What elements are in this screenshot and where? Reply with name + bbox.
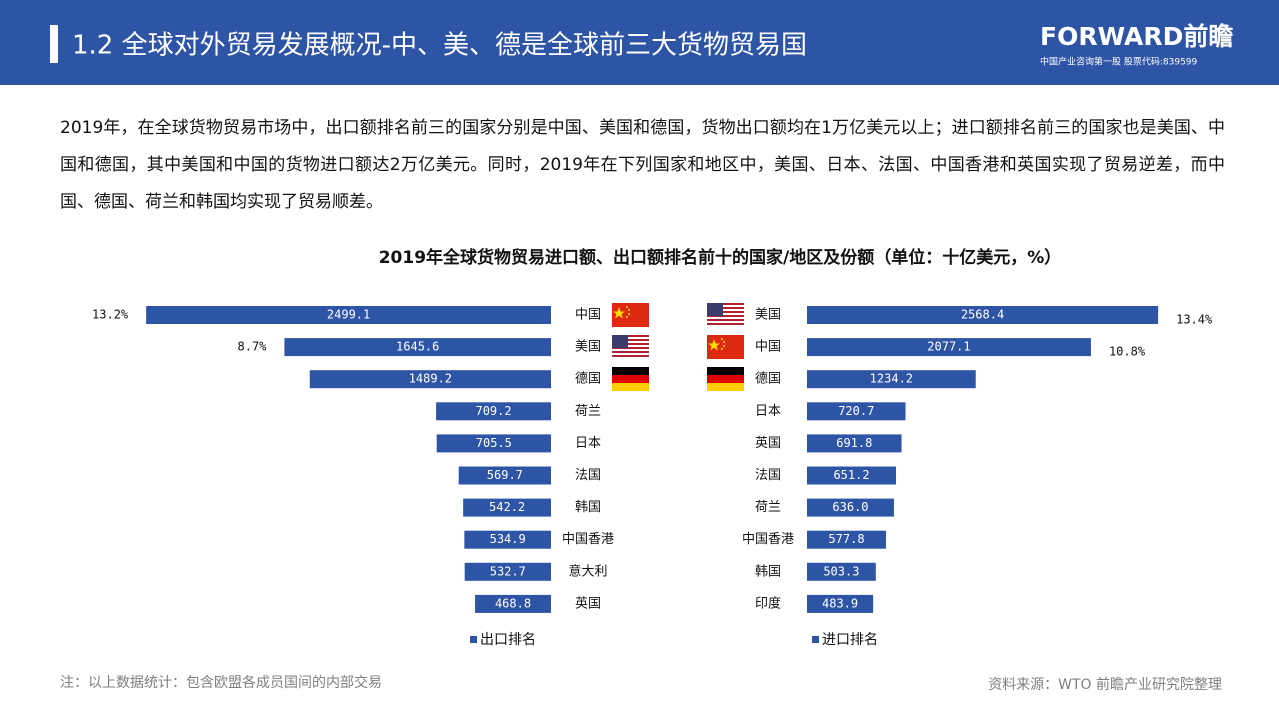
category-label: 美国 <box>575 340 601 355</box>
value-label: 503.3 <box>823 564 859 578</box>
intro-paragraph: 2019年，在全球货物贸易市场中，出口额排名前三的国家分别是中国、美国和德国，货… <box>60 118 1225 212</box>
value-label: 1645.6 <box>396 340 439 354</box>
bar <box>807 306 1159 324</box>
flag <box>612 367 649 391</box>
chart-title: 2019年全球货物贸易进口额、出口额排名前十的国家/地区及份额（单位：十亿美元，… <box>379 247 1062 268</box>
share-label: 8.7% <box>238 340 268 354</box>
category-label: 中国 <box>755 340 781 355</box>
value-label: 483.9 <box>822 596 858 610</box>
bar <box>807 530 886 549</box>
value-label: 532.7 <box>490 564 526 578</box>
flag <box>707 367 744 391</box>
category-label: 英国 <box>575 596 601 611</box>
bar <box>807 338 1091 357</box>
value-label: 534.9 <box>490 532 526 546</box>
value-label: 468.8 <box>495 596 531 610</box>
bar <box>146 306 551 324</box>
category-label: 中国 <box>575 308 601 323</box>
note: 注：以上数据统计：包含欧盟各成员国间的内部交易 <box>60 674 382 691</box>
value-label: 569.7 <box>487 468 523 482</box>
category-label: 意大利 <box>568 563 607 579</box>
bar <box>464 562 551 581</box>
bar <box>807 402 906 421</box>
flag <box>612 335 649 359</box>
legend-swatch <box>812 636 819 643</box>
value-label: 636.0 <box>832 500 868 514</box>
category-label: 荷兰 <box>755 500 781 515</box>
legend-swatch <box>470 636 477 643</box>
value-label: 709.2 <box>475 404 511 418</box>
value-label: 1234.2 <box>870 372 913 386</box>
header-band <box>0 0 1279 85</box>
value-label: 651.2 <box>833 468 869 482</box>
category-label: 韩国 <box>755 564 781 579</box>
category-label: 法国 <box>755 468 781 483</box>
header-accent <box>50 25 58 63</box>
bar <box>807 594 874 613</box>
share-label: 10.8% <box>1109 345 1146 359</box>
share-label: 13.4% <box>1176 313 1213 327</box>
bar <box>463 498 551 517</box>
share-label: 13.2% <box>92 308 129 322</box>
category-label: 德国 <box>575 372 601 387</box>
value-label: 2499.1 <box>327 308 370 322</box>
category-label: 荷兰 <box>575 404 601 419</box>
category-label: 中国香港 <box>742 532 794 547</box>
bar <box>807 466 897 485</box>
bar <box>475 594 551 613</box>
bar <box>807 370 976 389</box>
value-label: 691.8 <box>836 436 872 450</box>
bar <box>807 434 902 453</box>
flag <box>707 335 744 359</box>
bar <box>436 434 551 453</box>
category-label: 印度 <box>755 595 781 611</box>
category-label: 法国 <box>575 468 601 483</box>
category-label: 韩国 <box>575 500 601 515</box>
logo: FORWARD前瞻 <box>1040 22 1233 51</box>
source: 资料来源：WTO 前瞻产业研究院整理 <box>988 676 1222 693</box>
value-label: 2568.4 <box>961 308 1004 322</box>
value-label: 542.2 <box>489 500 525 514</box>
category-label: 美国 <box>755 308 781 323</box>
category-label: 英国 <box>755 436 781 451</box>
legend-label: 进口排名 <box>822 632 878 648</box>
value-label: 577.8 <box>828 532 864 546</box>
value-label: 705.5 <box>476 436 512 450</box>
category-label: 德国 <box>755 372 781 387</box>
header-title: 1.2 全球对外贸易发展概况-中、美、德是全球前三大货物贸易国 <box>72 31 807 61</box>
value-label: 720.7 <box>838 404 874 418</box>
category-label: 日本 <box>575 436 601 451</box>
bar <box>807 498 894 517</box>
category-label: 日本 <box>755 404 781 419</box>
logo-subtitle: 中国产业咨询第一股 股票代码:839599 <box>1040 56 1198 68</box>
bar <box>284 338 551 357</box>
bar <box>309 370 551 389</box>
flag <box>612 303 649 327</box>
bar <box>807 562 876 581</box>
bar <box>464 530 551 549</box>
value-label: 1489.2 <box>409 372 452 386</box>
legend-label: 出口排名 <box>480 632 536 648</box>
flag <box>707 303 744 327</box>
bar <box>436 402 551 421</box>
category-label: 中国香港 <box>562 532 614 547</box>
bar <box>458 466 551 485</box>
value-label: 2077.1 <box>927 340 970 354</box>
